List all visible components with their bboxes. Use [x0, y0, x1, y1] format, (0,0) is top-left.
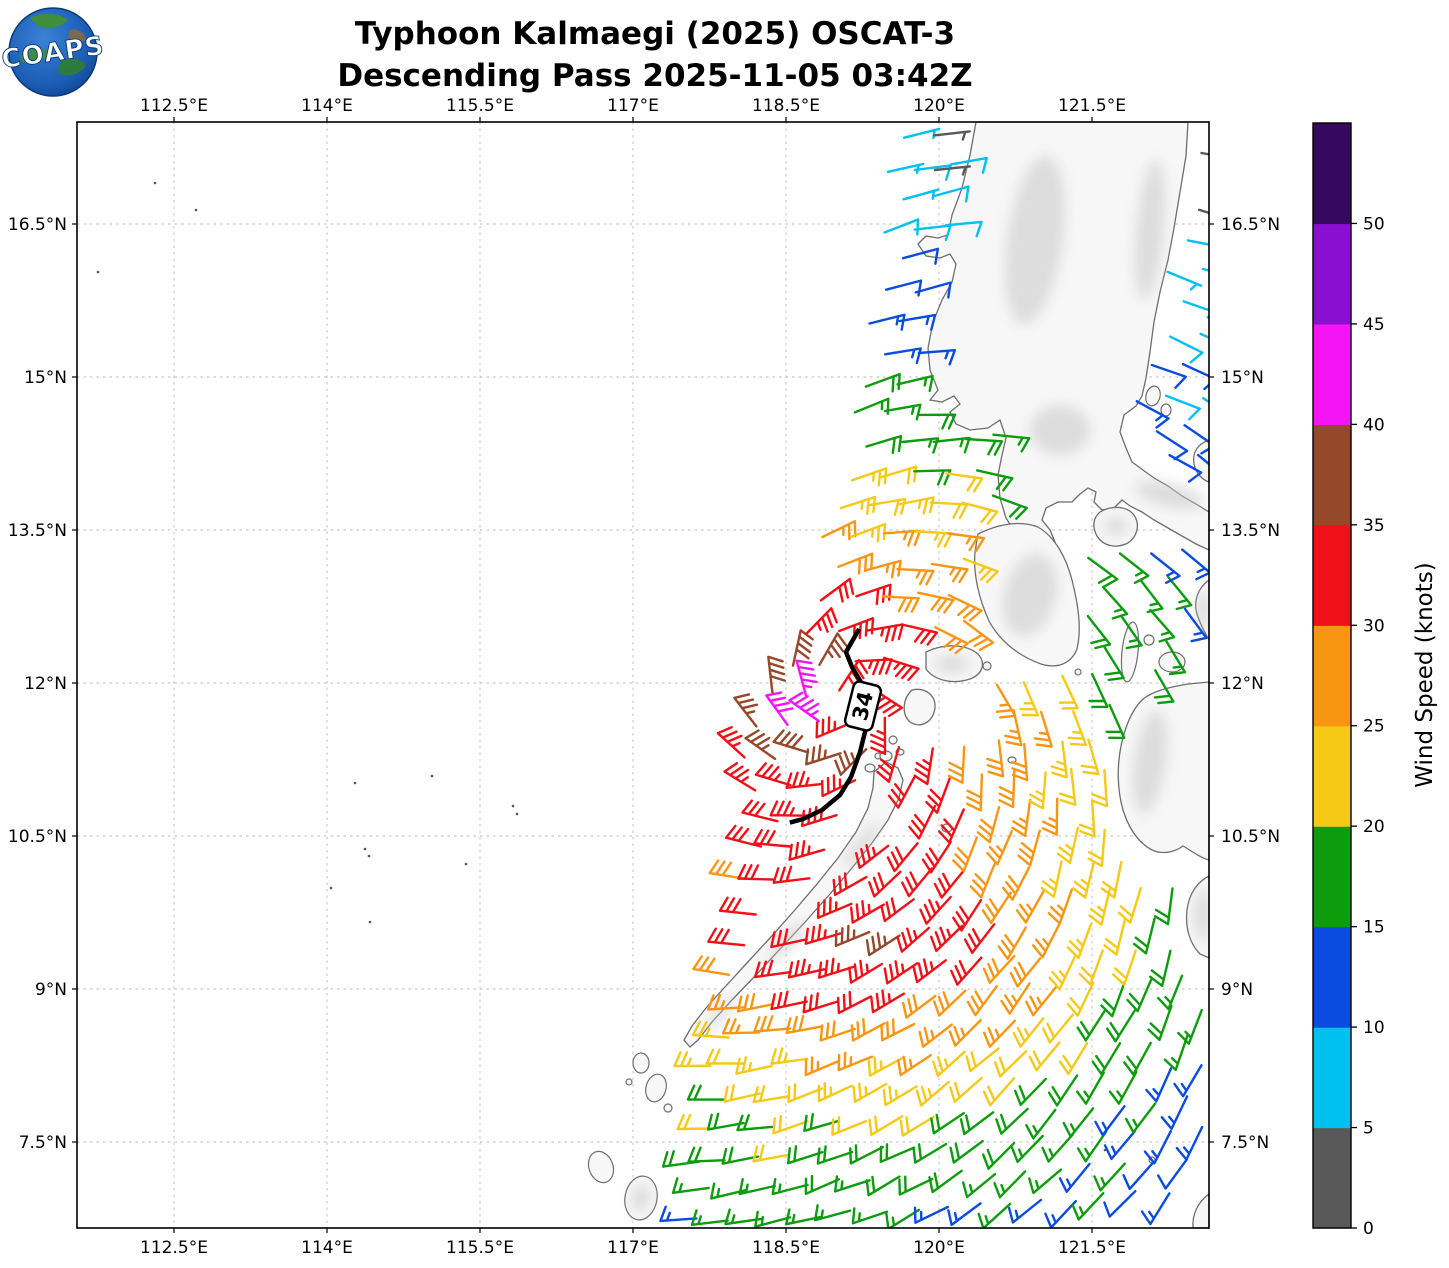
- x-tick-label-top: 114°E: [301, 96, 353, 116]
- islet: [663, 1103, 673, 1113]
- islet: [1120, 621, 1140, 683]
- islet: [587, 1150, 615, 1184]
- reef-specks: [96, 181, 1107, 1152]
- colorbar-bin: [1313, 223, 1351, 325]
- y-tick-label-left: 10.5°N: [8, 827, 67, 847]
- x-tick-label-top: 118.5°E: [752, 96, 820, 116]
- terrain-shading: [631, 155, 1209, 1212]
- colorbar-bin: [1313, 625, 1351, 727]
- colorbar-tick-label: 25: [1363, 717, 1385, 737]
- x-tick-label-bottom: 112.5°E: [140, 1238, 208, 1258]
- x-tick-label-bottom: 114°E: [301, 1238, 353, 1258]
- chart-title-line2: Descending Pass 2025-11-05 03:42Z: [337, 58, 972, 94]
- y-tick-label-left: 9°N: [35, 980, 67, 1000]
- colorbar: 0 5 10 15 20 25 30 35 40 45 50: [1312, 122, 1385, 1239]
- y-tick-label-left: 12°N: [24, 674, 67, 694]
- islet: [632, 1052, 650, 1074]
- y-tick-label-right: 13.5°N: [1221, 521, 1280, 541]
- islet: [1158, 651, 1186, 673]
- colorbar-bin: [1313, 424, 1351, 526]
- x-tick-label-top: 115.5°E: [446, 96, 514, 116]
- island-coastline: [683, 761, 904, 1048]
- islet: [625, 1078, 633, 1086]
- colorbar-tick-label: 30: [1363, 616, 1385, 636]
- y-tick-label-right: 7.5°N: [1221, 1133, 1269, 1153]
- islet: [1145, 385, 1161, 407]
- y-tick-label-right: 10.5°N: [1221, 827, 1280, 847]
- islet: [1074, 668, 1082, 676]
- islet: [982, 661, 992, 671]
- chart-title-line1: Typhoon Kalmaegi (2025) OSCAT-3: [355, 16, 955, 52]
- y-tick-label-left: 13.5°N: [8, 521, 67, 541]
- colorbar-tick-label: 35: [1363, 516, 1385, 536]
- colorbar-tick-label: 15: [1363, 918, 1385, 938]
- y-tick-label-left: 7.5°N: [19, 1133, 67, 1153]
- plot-frame: [76, 121, 1210, 1229]
- y-tick-label-right: 15°N: [1221, 368, 1264, 388]
- colorbar-tick-label: 50: [1363, 214, 1385, 234]
- globe-land-west: [20, 48, 50, 64]
- colorbar-bin: [1313, 1027, 1351, 1129]
- y-tick-label-right: 12°N: [1221, 674, 1264, 694]
- storm-track-line: [789, 627, 869, 825]
- colorbar-bin: [1313, 926, 1351, 1028]
- x-tick-label-bottom: 118.5°E: [752, 1238, 820, 1258]
- track-label-34: 34: [843, 680, 883, 732]
- colorbar-bin: [1313, 123, 1351, 225]
- colorbar-tick-label: 5: [1363, 1119, 1374, 1139]
- islet: [864, 763, 876, 773]
- colorbar-bin: [1313, 323, 1351, 425]
- islet: [888, 735, 898, 745]
- colorbar-bin: [1313, 1127, 1351, 1229]
- island-coastline: [1192, 1192, 1210, 1229]
- colorbar-tick-label: 45: [1363, 315, 1385, 335]
- colorbar-bin: [1313, 524, 1351, 626]
- colorbar-tick-label: 40: [1363, 415, 1385, 435]
- colorbar-bin: [1313, 826, 1351, 928]
- x-tick-label-top: 117°E: [607, 96, 659, 116]
- colorbar-tick-label: 10: [1363, 1018, 1385, 1038]
- axis-ticks-and-labels: 112.5°E 112.5°E 114°E 114°E 115.5°E 115.5°E 11…: [8, 96, 1280, 1258]
- x-tick-label-top: 121.5°E: [1058, 96, 1126, 116]
- globe-land-north: [30, 13, 68, 28]
- globe-land-east: [68, 29, 86, 43]
- x-tick-label-bottom: 115.5°E: [446, 1238, 514, 1258]
- globe-land-south: [58, 58, 86, 76]
- colorbar-tick-label: 0: [1363, 1219, 1374, 1239]
- x-tick-label-top: 112.5°E: [140, 96, 208, 116]
- colorbar-axis-label: Wind Speed (knots): [1412, 562, 1438, 787]
- island-coastline: [903, 688, 936, 726]
- wind-barbs: [659, 127, 1209, 1228]
- y-tick-label-right: 9°N: [1221, 980, 1253, 1000]
- islet: [645, 1073, 667, 1103]
- y-tick-label-left: 16.5°N: [8, 215, 67, 235]
- y-tick-label-left: 15°N: [24, 368, 67, 388]
- islet: [1143, 634, 1155, 646]
- storm-track: 34: [789, 627, 883, 825]
- x-tick-label-top: 120°E: [913, 96, 965, 116]
- x-tick-label-bottom: 117°E: [607, 1238, 659, 1258]
- x-tick-label-bottom: 120°E: [913, 1238, 965, 1258]
- colorbar-bin: [1313, 725, 1351, 827]
- y-tick-label-right: 16.5°N: [1221, 215, 1280, 235]
- colorbar-tick-label: 20: [1363, 817, 1385, 837]
- x-tick-label-bottom: 121.5°E: [1058, 1238, 1126, 1258]
- coaps-logo: COAPS: [0, 7, 107, 97]
